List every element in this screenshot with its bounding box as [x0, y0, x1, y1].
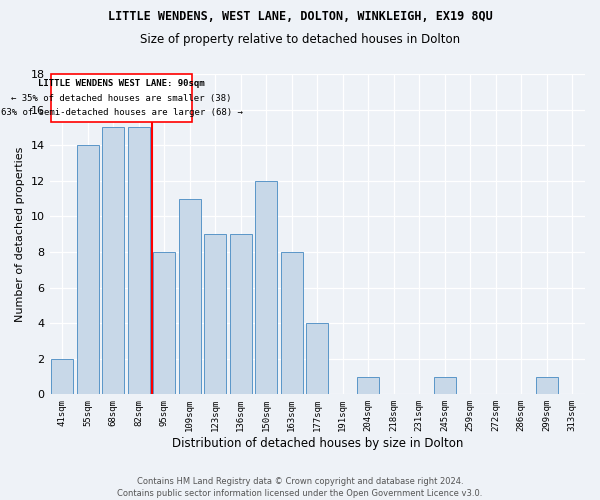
- Text: LITTLE WENDENS WEST LANE: 90sqm: LITTLE WENDENS WEST LANE: 90sqm: [38, 79, 205, 88]
- Bar: [434, 376, 455, 394]
- X-axis label: Distribution of detached houses by size in Dolton: Distribution of detached houses by size …: [172, 437, 463, 450]
- Bar: [281, 252, 302, 394]
- Text: LITTLE WENDENS, WEST LANE, DOLTON, WINKLEIGH, EX19 8QU: LITTLE WENDENS, WEST LANE, DOLTON, WINKL…: [107, 10, 493, 23]
- Bar: [230, 234, 251, 394]
- Text: Size of property relative to detached houses in Dolton: Size of property relative to detached ho…: [140, 32, 460, 46]
- Bar: [128, 128, 149, 394]
- Y-axis label: Number of detached properties: Number of detached properties: [15, 146, 25, 322]
- Bar: [103, 128, 124, 394]
- Bar: [358, 376, 379, 394]
- Bar: [205, 234, 226, 394]
- Bar: [179, 198, 200, 394]
- Bar: [154, 252, 175, 394]
- Text: Contains HM Land Registry data © Crown copyright and database right 2024.
Contai: Contains HM Land Registry data © Crown c…: [118, 476, 482, 498]
- Text: ← 35% of detached houses are smaller (38): ← 35% of detached houses are smaller (38…: [11, 94, 232, 102]
- Text: 63% of semi-detached houses are larger (68) →: 63% of semi-detached houses are larger (…: [1, 108, 242, 117]
- Bar: [536, 376, 557, 394]
- Bar: [77, 145, 98, 394]
- Bar: [307, 323, 328, 394]
- Bar: [52, 358, 73, 394]
- Bar: [256, 181, 277, 394]
